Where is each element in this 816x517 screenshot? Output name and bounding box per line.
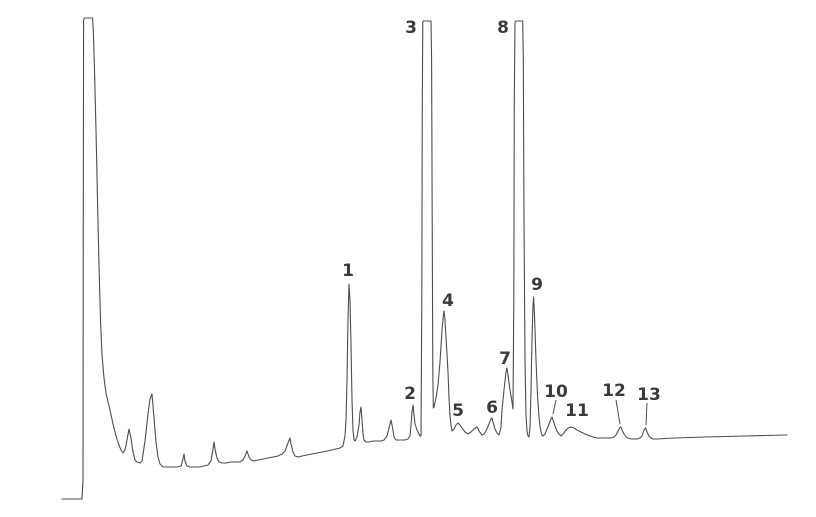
peak-label-8: 8 (497, 18, 509, 38)
peak-label-3: 3 (405, 18, 417, 38)
peak-label-2: 2 (404, 384, 416, 404)
peak-label-4: 4 (442, 291, 454, 311)
peak-label-13: 13 (637, 385, 661, 405)
peak-12-leader-line (615, 399, 621, 425)
chromatogram-trace-line (61, 17, 788, 500)
peak-label-6: 6 (486, 398, 498, 418)
peak-label-10: 10 (544, 382, 568, 402)
peak-label-7: 7 (499, 349, 511, 369)
peak-label-12: 12 (602, 381, 626, 401)
peak-label-9: 9 (531, 275, 543, 295)
peak-10-leader-line (552, 399, 557, 415)
peak-label-1: 1 (342, 261, 354, 281)
peak-13-leader-line (645, 402, 648, 426)
peak-label-5: 5 (452, 401, 464, 421)
peak-label-11: 11 (565, 401, 589, 421)
